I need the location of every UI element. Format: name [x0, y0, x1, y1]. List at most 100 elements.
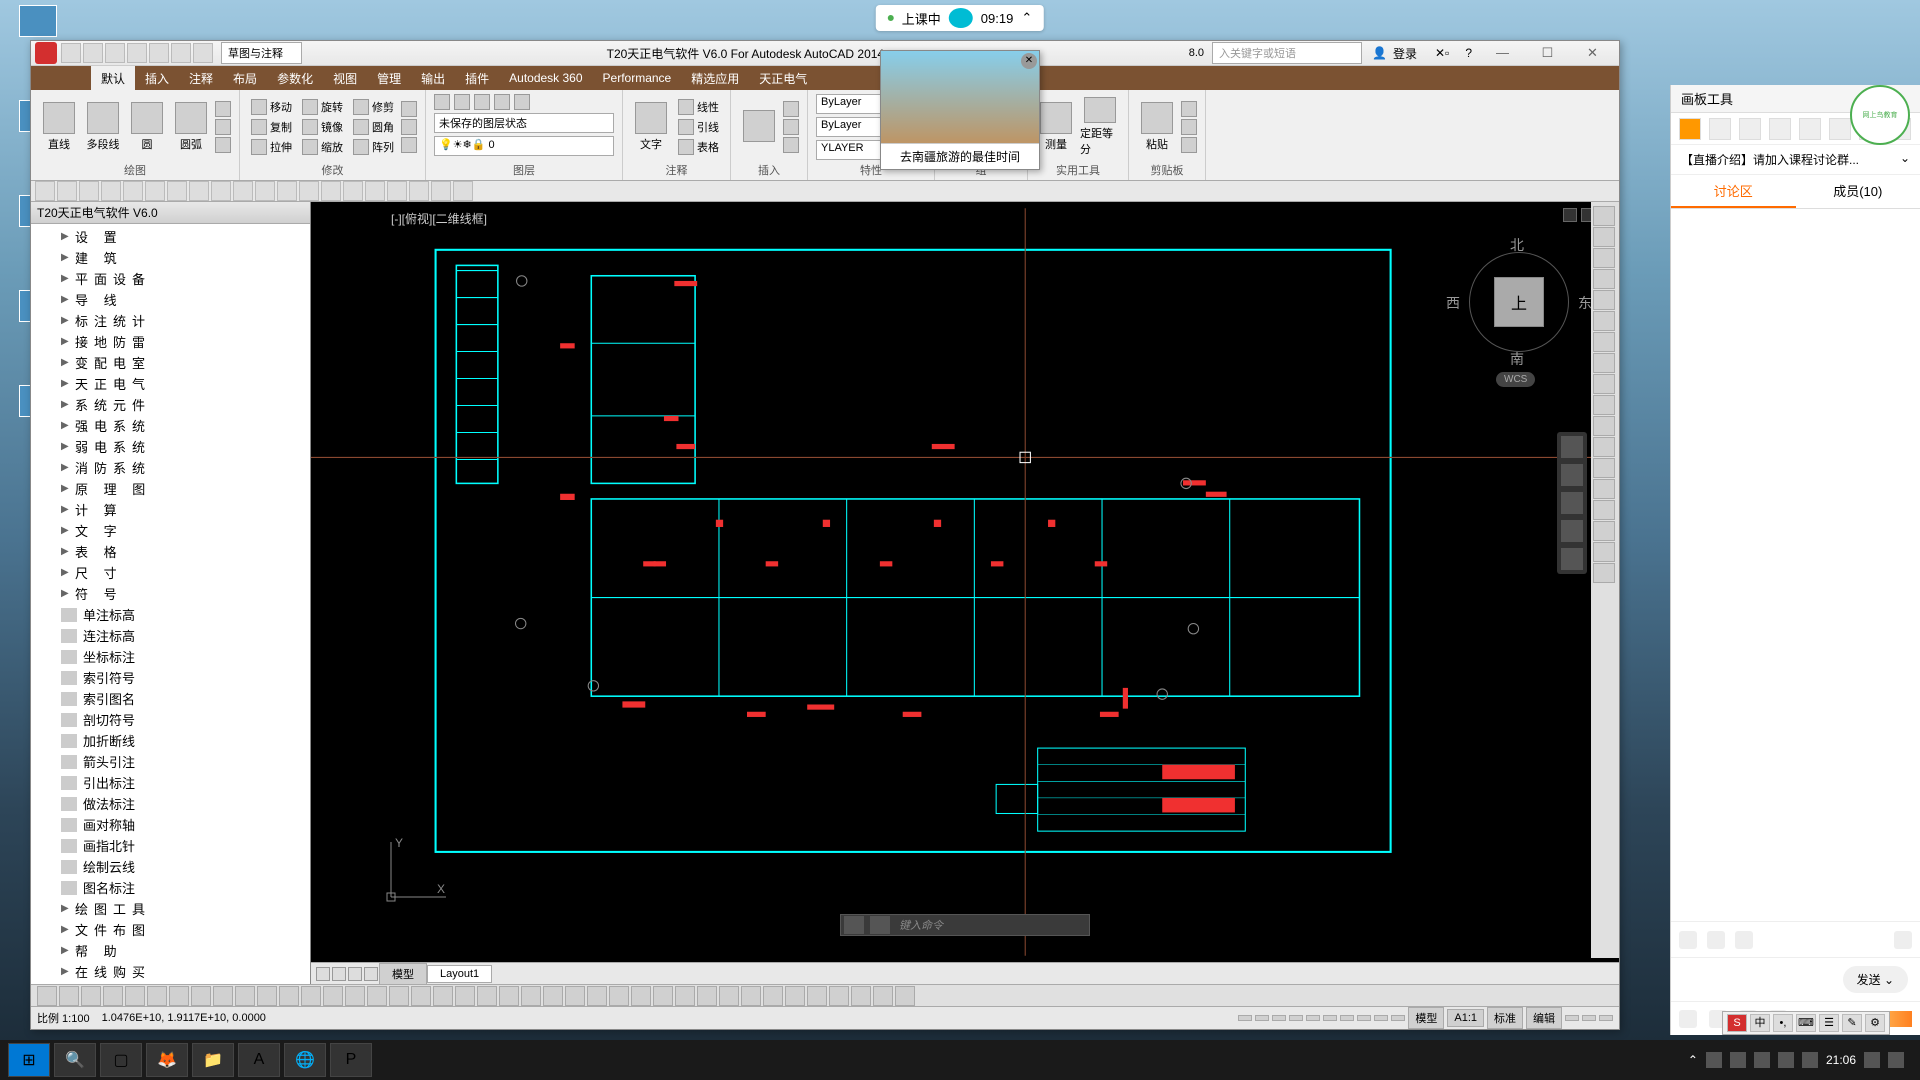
orbit-icon[interactable]	[1561, 520, 1583, 542]
tool-icon[interactable]	[255, 181, 275, 201]
ortho-toggle[interactable]	[1272, 1015, 1286, 1021]
copy-icon[interactable]	[1181, 119, 1197, 135]
taskbar-app[interactable]: 🦊	[146, 1043, 188, 1077]
help-search-input[interactable]: 入关键字或短语	[1212, 42, 1362, 64]
vtool-icon[interactable]	[1593, 521, 1615, 541]
tree-item[interactable]: 绘制云线	[31, 856, 310, 877]
draw-icon[interactable]	[215, 137, 231, 153]
cloud-icon[interactable]	[1706, 1052, 1722, 1068]
pan-icon[interactable]	[1561, 464, 1583, 486]
autocad-app-icon[interactable]	[35, 42, 57, 64]
linear-button[interactable]: 线性	[675, 98, 722, 116]
tool-icon[interactable]	[365, 181, 385, 201]
zoom-icon[interactable]	[1561, 492, 1583, 514]
ribbon-tab[interactable]: 视图	[323, 66, 367, 91]
btool-icon[interactable]	[829, 986, 849, 1006]
search-button[interactable]: 🔍	[54, 1043, 96, 1077]
vtool-icon[interactable]	[1593, 437, 1615, 457]
saveas-icon[interactable]	[127, 43, 147, 63]
tool-icon[interactable]	[453, 181, 473, 201]
command-line[interactable]: 键入命令	[840, 914, 1090, 936]
anno-scale[interactable]: A1:1	[1447, 1009, 1484, 1027]
tab-next-icon[interactable]	[348, 967, 362, 981]
btool-icon[interactable]	[543, 986, 563, 1006]
vtool-icon[interactable]	[1593, 353, 1615, 373]
btool-icon[interactable]	[279, 986, 299, 1006]
tree-item[interactable]: ▶标注统计	[31, 310, 310, 331]
layer-icon[interactable]	[454, 94, 470, 110]
discussion-tab[interactable]: 讨论区	[1671, 175, 1796, 208]
vtool-icon[interactable]	[1593, 332, 1615, 352]
tool-icon[interactable]	[57, 181, 77, 201]
vtool-icon[interactable]	[1593, 248, 1615, 268]
clip-icon[interactable]	[1181, 137, 1197, 153]
tab-prev-icon[interactable]	[332, 967, 346, 981]
tool-icon[interactable]	[321, 181, 341, 201]
tool-icon[interactable]	[343, 181, 363, 201]
ribbon-tab[interactable]: 精选应用	[681, 66, 749, 91]
btool-icon[interactable]	[565, 986, 585, 1006]
rect-tool-icon[interactable]	[1739, 118, 1761, 140]
compass-north[interactable]: 北	[1510, 235, 1524, 255]
ribbon-tab[interactable]: 参数化	[267, 66, 323, 91]
new-icon[interactable]	[61, 43, 81, 63]
redo-tool-icon[interactable]	[1829, 118, 1851, 140]
clock[interactable]: 21:06	[1826, 1053, 1856, 1067]
tree-item[interactable]: 引出标注	[31, 772, 310, 793]
vtool-icon[interactable]	[1593, 416, 1615, 436]
workspace-selector[interactable]: 草图与注释	[221, 42, 302, 64]
mirror-button[interactable]: 镜像	[299, 118, 346, 136]
login-area[interactable]: 👤 登录	[1362, 45, 1427, 62]
taskbar-app[interactable]: A	[238, 1043, 280, 1077]
taskview-button[interactable]: ▢	[100, 1043, 142, 1077]
polar-toggle[interactable]	[1289, 1015, 1303, 1021]
tree-item[interactable]: 加折断线	[31, 730, 310, 751]
scale-display[interactable]: 比例 1:100	[37, 1010, 90, 1026]
compass-south[interactable]: 南	[1510, 349, 1524, 369]
notifications-icon[interactable]	[1864, 1052, 1880, 1068]
btool-icon[interactable]	[103, 986, 123, 1006]
vtool-icon[interactable]	[1593, 227, 1615, 247]
btool-icon[interactable]	[675, 986, 695, 1006]
tree-item[interactable]: 做法标注	[31, 793, 310, 814]
popup-thumbnail[interactable]: ✕ 去南疆旅游的最佳时间	[880, 50, 1040, 170]
btool-icon[interactable]	[609, 986, 629, 1006]
ribbon-tab[interactable]: 插件	[455, 66, 499, 91]
taskbar-app[interactable]: 📁	[192, 1043, 234, 1077]
vtool-icon[interactable]	[1593, 269, 1615, 289]
open-icon[interactable]	[83, 43, 103, 63]
tree-item[interactable]: ▶系统元件	[31, 394, 310, 415]
tool-icon[interactable]	[101, 181, 121, 201]
pointer-tool-icon[interactable]	[1679, 118, 1701, 140]
modify-icon[interactable]	[401, 101, 417, 117]
arc-button[interactable]: 圆弧	[171, 97, 211, 157]
cmd-close-icon[interactable]	[844, 916, 864, 934]
vtool-icon[interactable]	[1593, 311, 1615, 331]
start-button[interactable]: ⊞	[8, 1043, 50, 1077]
tree-item[interactable]: 箭头引注	[31, 751, 310, 772]
compass-east[interactable]: 东	[1578, 293, 1592, 313]
btool-icon[interactable]	[631, 986, 651, 1006]
ribbon-tab[interactable]: 插入	[135, 66, 179, 91]
layer-current-combo[interactable]: 💡☀❄🔒 0	[434, 136, 614, 156]
tool-icon[interactable]	[409, 181, 429, 201]
status-icon[interactable]	[1582, 1015, 1596, 1021]
draw-icon[interactable]	[215, 101, 231, 117]
chat-notice[interactable]: 【直播介绍】请加入课程讨论群... ⌄	[1671, 145, 1920, 175]
vtool-icon[interactable]	[1593, 395, 1615, 415]
layout-tab[interactable]: Layout1	[427, 965, 492, 983]
tool-icon[interactable]	[211, 181, 231, 201]
mic-icon[interactable]	[1679, 1010, 1697, 1028]
vis-style[interactable]: 标准	[1487, 1007, 1523, 1029]
ime-tool-icon[interactable]: ✎	[1842, 1014, 1862, 1032]
members-tab[interactable]: 成员(10)	[1796, 175, 1920, 208]
ribbon-tab[interactable]: Autodesk 360	[499, 67, 592, 89]
snap-toggle[interactable]	[1238, 1015, 1252, 1021]
tree-item[interactable]: 索引图名	[31, 688, 310, 709]
settings-icon[interactable]	[1894, 931, 1912, 949]
btool-icon[interactable]	[433, 986, 453, 1006]
btool-icon[interactable]	[477, 986, 497, 1006]
ime-punct-icon[interactable]: •,	[1773, 1014, 1793, 1032]
tool-icon[interactable]	[35, 181, 55, 201]
insert-button[interactable]	[739, 97, 779, 157]
